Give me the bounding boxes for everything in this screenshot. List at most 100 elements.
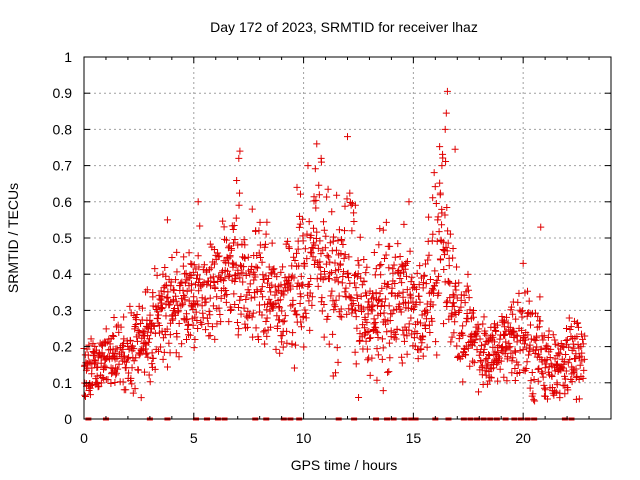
data-point	[518, 307, 526, 315]
data-point	[173, 333, 181, 341]
data-point	[345, 274, 353, 282]
data-point	[519, 259, 527, 267]
data-point	[163, 216, 171, 224]
data-point	[137, 320, 145, 328]
data-point	[297, 323, 305, 331]
data-point	[172, 349, 180, 357]
data-point	[280, 317, 288, 325]
data-point	[242, 271, 250, 279]
data-point	[135, 328, 143, 336]
data-point	[305, 297, 313, 305]
x-tick-label: 20	[515, 430, 531, 446]
data-point	[240, 236, 248, 244]
data-point	[416, 319, 424, 327]
data-point	[155, 291, 163, 299]
data-point	[497, 357, 505, 365]
data-point	[504, 319, 512, 327]
data-point	[290, 364, 298, 372]
data-point	[291, 257, 299, 265]
data-point	[540, 332, 548, 340]
data-point	[252, 324, 260, 332]
data-point	[303, 255, 311, 263]
data-point	[307, 249, 315, 257]
data-point	[334, 278, 342, 286]
data-point	[162, 281, 170, 289]
data-point	[122, 386, 130, 394]
y-axis-label: SRMTID / TECUs	[5, 183, 21, 293]
data-point	[240, 304, 248, 312]
data-point	[312, 196, 320, 204]
data-point	[127, 374, 135, 382]
data-point	[450, 329, 458, 337]
data-point	[433, 351, 441, 359]
data-point	[509, 310, 517, 318]
data-point	[373, 302, 381, 310]
data-point	[291, 307, 299, 315]
data-point	[476, 335, 484, 343]
data-point	[183, 287, 191, 295]
data-point	[424, 256, 432, 264]
data-point	[318, 307, 326, 315]
data-point	[305, 280, 313, 288]
data-point	[345, 305, 353, 313]
data-point	[533, 334, 541, 342]
data-point	[203, 314, 211, 322]
data-point	[286, 281, 294, 289]
data-point	[421, 325, 429, 333]
data-point	[244, 253, 252, 261]
data-point	[418, 311, 426, 319]
data-point	[269, 266, 277, 274]
data-point	[258, 258, 266, 266]
data-point	[453, 294, 461, 302]
data-point	[510, 327, 518, 335]
data-point	[512, 315, 520, 323]
data-point	[114, 365, 122, 373]
data-point	[195, 287, 203, 295]
data-point	[311, 241, 319, 249]
data-point	[375, 241, 383, 249]
data-point	[473, 328, 481, 336]
data-point	[351, 348, 359, 356]
data-point	[353, 324, 361, 332]
data-point	[435, 228, 443, 236]
data-point	[332, 296, 340, 304]
data-point	[422, 280, 430, 288]
data-point	[225, 273, 233, 281]
data-point	[403, 286, 411, 294]
data-point	[280, 291, 288, 299]
data-point	[355, 261, 363, 269]
data-point	[475, 388, 483, 396]
data-point	[331, 303, 339, 311]
data-point	[97, 379, 105, 387]
data-point	[310, 197, 318, 205]
data-point	[518, 326, 526, 334]
data-point	[320, 218, 328, 226]
data-point	[449, 291, 457, 299]
data-point	[98, 373, 106, 381]
data-point	[314, 244, 322, 252]
data-point	[329, 330, 337, 338]
data-point	[248, 313, 256, 321]
data-point	[173, 268, 181, 276]
data-point	[257, 287, 265, 295]
data-point	[153, 271, 161, 279]
data-point	[230, 221, 238, 229]
data-point	[231, 300, 239, 308]
data-point	[314, 282, 322, 290]
data-point	[473, 332, 481, 340]
data-point	[255, 336, 263, 344]
data-point	[343, 310, 351, 318]
data-point	[579, 340, 587, 348]
tick-layer: 00.10.20.30.40.50.60.70.80.910 5 10 15 20	[53, 49, 611, 446]
data-point	[342, 284, 350, 292]
data-point	[565, 343, 573, 351]
data-point	[370, 249, 378, 257]
data-point	[297, 318, 305, 326]
data-point	[435, 272, 443, 280]
data-point	[392, 330, 400, 338]
data-point	[120, 335, 128, 343]
data-point	[308, 293, 316, 301]
data-point	[326, 258, 334, 266]
data-point	[239, 278, 247, 286]
data-point	[470, 359, 478, 367]
